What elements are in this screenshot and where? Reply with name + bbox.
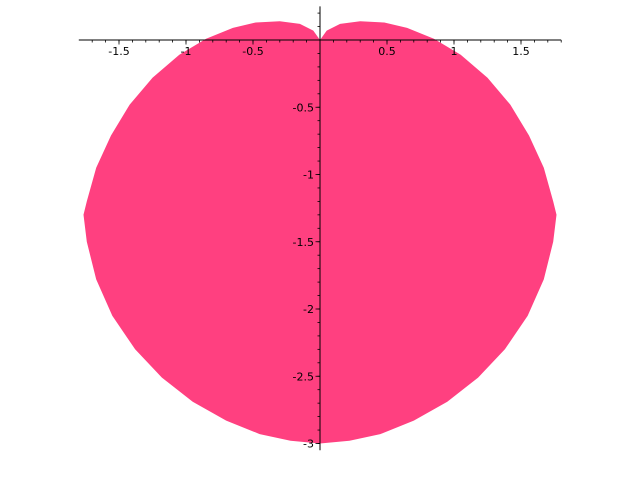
y-tick-label: -0.5 [293,101,314,114]
y-tick-label: -2 [303,303,314,316]
x-ticks: -1.5 -1 -0.5 0.5 1 1.5 [108,40,530,58]
x-tick-label: 1.5 [512,45,530,58]
x-tick-label: -0.5 [242,45,263,58]
y-tick-label: -1 [303,169,314,182]
y-ticks: -0.5 -1 -1.5 -2 -2.5 -3 [293,101,320,451]
axes: -1.5 -1 -0.5 0.5 1 1.5 -0.5 -1 -1.5 -2 -2.5 -3 [78,6,562,451]
y-tick-label: -2.5 [293,370,314,383]
y-tick-label: -3 [303,438,314,451]
x-tick-label: -1.5 [108,45,129,58]
x-tick-label: 1 [451,45,458,58]
x-tick-label: 0.5 [378,45,396,58]
y-tick-label: -1.5 [293,236,314,249]
x-tick-label: -1 [181,45,192,58]
